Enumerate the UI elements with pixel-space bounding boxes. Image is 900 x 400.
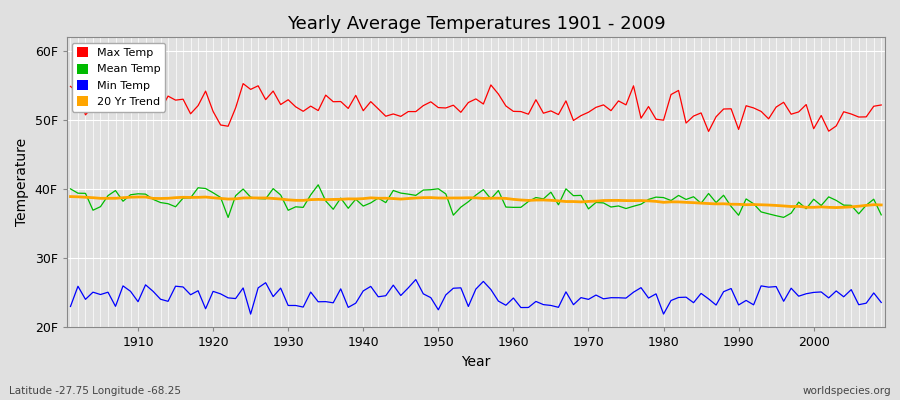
Y-axis label: Temperature: Temperature: [15, 138, 29, 226]
Text: Latitude -27.75 Longitude -68.25: Latitude -27.75 Longitude -68.25: [9, 386, 181, 396]
Legend: Max Temp, Mean Temp, Min Temp, 20 Yr Trend: Max Temp, Mean Temp, Min Temp, 20 Yr Tre…: [72, 43, 165, 112]
Title: Yearly Average Temperatures 1901 - 2009: Yearly Average Temperatures 1901 - 2009: [286, 15, 665, 33]
X-axis label: Year: Year: [461, 355, 491, 369]
Text: worldspecies.org: worldspecies.org: [803, 386, 891, 396]
